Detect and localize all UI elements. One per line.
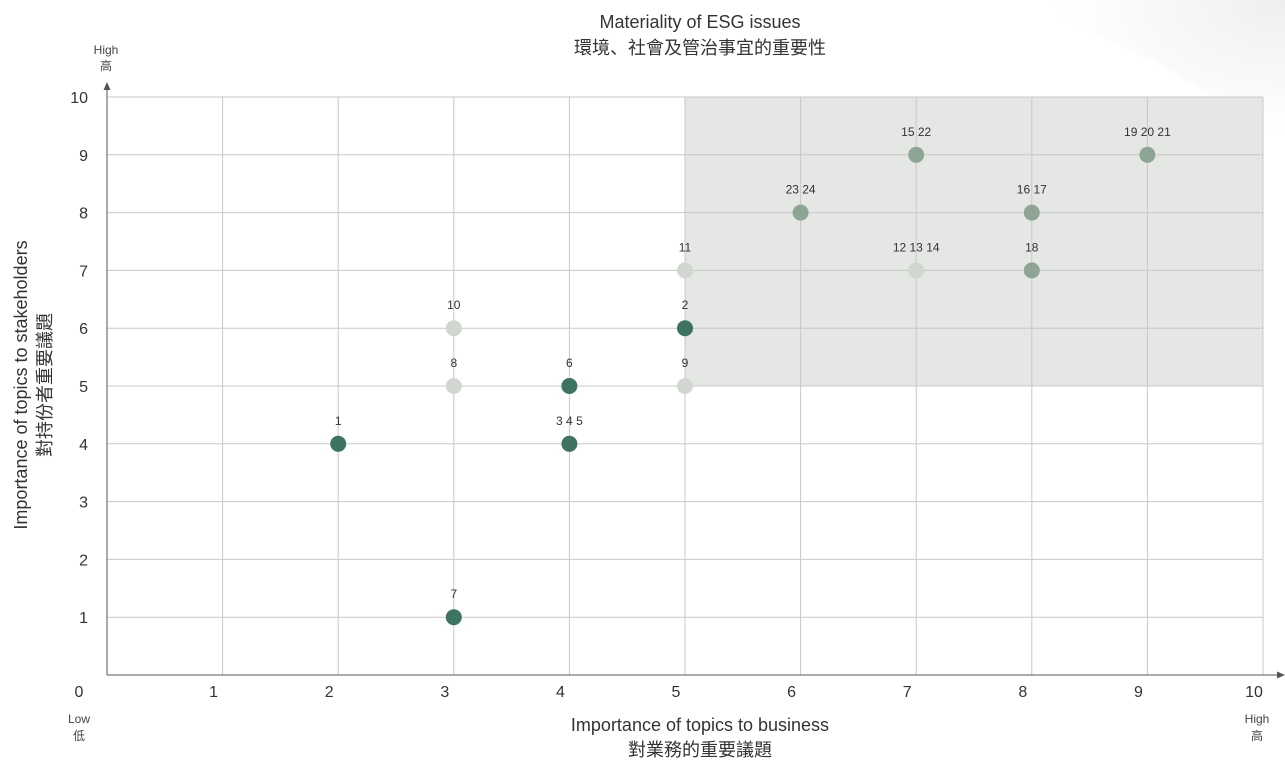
data-point <box>561 435 578 452</box>
data-point <box>677 378 693 394</box>
data-point-label: 8 <box>450 356 457 370</box>
y-tick-label: 4 <box>79 437 88 454</box>
decorative-texture <box>1030 0 1285 150</box>
x-tick-label: 6 <box>787 684 796 701</box>
data-point-label: 18 <box>1025 240 1039 254</box>
data-point <box>677 262 693 279</box>
axes <box>103 82 1285 679</box>
y-tick-label: 1 <box>79 610 88 627</box>
data-point-label: 11 <box>679 240 692 254</box>
data-point-label: 2 <box>682 298 689 312</box>
chart-title: Materiality of ESG issues <box>599 12 800 32</box>
x-tick-label: 10 <box>1245 684 1263 701</box>
y-tick-labels: 1 2 3 4 5 6 7 8 9 10 <box>70 90 88 627</box>
data-point-label: 7 <box>450 587 457 601</box>
data-point-label: 16 17 <box>1017 183 1047 197</box>
x-tick-label: 4 <box>556 684 565 701</box>
data-point <box>445 320 462 337</box>
chart-subtitle: 環境、社會及管治事宜的重要性 <box>574 38 826 58</box>
data-point-label: 15 22 <box>901 125 931 139</box>
y-axis-arrow-icon <box>103 82 111 90</box>
x-tick-label: 9 <box>1134 684 1143 701</box>
material-topics-region <box>685 97 1263 386</box>
y-tick-label: 6 <box>79 321 88 338</box>
y-high-label: High <box>94 43 119 57</box>
x-high-label: High <box>1245 712 1270 726</box>
x-low-label-zh: 低 <box>73 729 85 743</box>
y-tick-label: 10 <box>70 90 88 107</box>
data-point <box>445 378 462 394</box>
x-tick-label: 5 <box>672 684 681 701</box>
data-point <box>561 378 578 394</box>
data-point-label: 12 13 14 <box>893 240 940 254</box>
y-tick-label: 9 <box>79 148 88 165</box>
data-point <box>330 435 347 452</box>
y-high-label-zh: 高 <box>100 58 112 73</box>
data-point-label: 19 20 21 <box>1124 125 1171 139</box>
x-axis-title: Importance of topics to business <box>571 715 829 735</box>
data-point <box>908 262 925 279</box>
y-axis-title-zh: 對持份者重要議題 <box>35 313 55 457</box>
y-tick-label: 3 <box>79 495 88 512</box>
data-point-label: 9 <box>682 356 689 370</box>
data-point-label: 10 <box>447 298 461 312</box>
x-tick-label: 1 <box>209 684 218 701</box>
y-tick-label: 5 <box>79 379 88 396</box>
x-tick-label: 7 <box>903 684 912 701</box>
data-point <box>908 146 925 163</box>
x-axis-title-zh: 對業務的重要議題 <box>628 740 772 760</box>
data-point-label: 23 24 <box>786 183 816 197</box>
x-high-label-zh: 高 <box>1251 728 1263 743</box>
data-point <box>792 204 809 221</box>
data-point <box>445 609 462 626</box>
x-tick-label: 2 <box>325 684 334 701</box>
data-points: 1 2 3 4 5 6 7 8 9 10 11 12 13 14 15 22 16 17 18 19 20… <box>330 125 1171 626</box>
x-tick-labels: 0 1 2 3 4 5 6 7 8 9 10 <box>75 684 1263 701</box>
data-point <box>1139 146 1156 163</box>
data-point-label: 1 <box>335 414 342 428</box>
data-point <box>1023 262 1040 279</box>
data-point <box>1023 204 1040 221</box>
x-low-label: Low <box>68 712 90 726</box>
data-point <box>677 320 693 337</box>
x-tick-label: 8 <box>1018 684 1027 701</box>
x-tick-label: 3 <box>440 684 449 701</box>
x-tick-label: 0 <box>75 684 84 701</box>
y-tick-label: 8 <box>79 206 88 223</box>
data-point-label: 6 <box>566 356 573 370</box>
data-point-label: 3 4 5 <box>556 414 583 428</box>
y-tick-label: 2 <box>79 552 88 569</box>
y-tick-label: 7 <box>79 263 88 280</box>
x-axis-arrow-icon <box>1277 671 1285 679</box>
y-axis-title: Importance of topics to stakeholders <box>11 240 31 529</box>
